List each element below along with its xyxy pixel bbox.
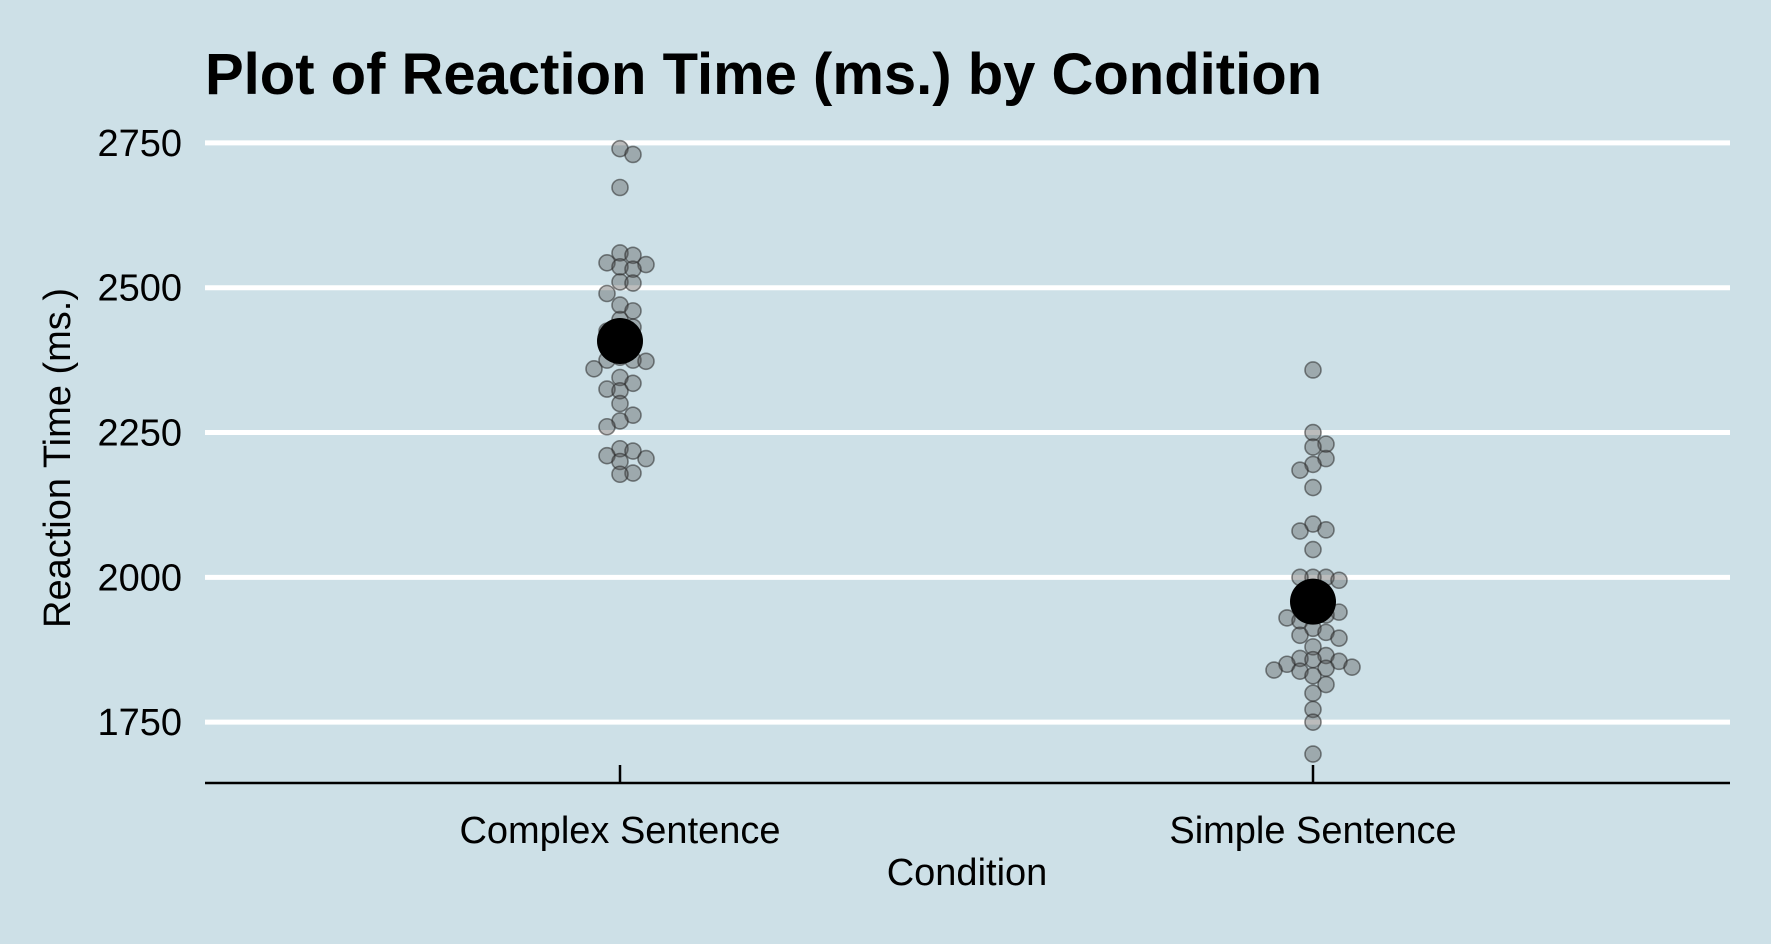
y-tick-label-2250: 2250 [97,413,182,455]
data-point-0-35 [637,449,655,468]
data-point-0-31 [598,417,616,436]
x-axis-ticks: Complex Sentence Simple Sentence [459,765,1457,852]
data-point-0-28 [611,394,629,413]
data-point-0-33 [624,442,642,460]
data-point-1-42 [1304,713,1322,731]
mean-point-0 [597,318,643,365]
data-point-0-22 [637,352,655,371]
mean-point-1 [1290,578,1336,625]
condition-means [597,318,1336,625]
data-point-1-39 [1317,675,1335,694]
data-point-0-37 [624,464,642,482]
data-point-0-2 [611,178,629,197]
data-point-1-41 [1304,700,1322,719]
data-point-0-3 [611,244,629,262]
raw-data-points [585,139,1361,763]
x-axis-label: Condition [887,852,1048,894]
data-point-0-27 [611,382,629,400]
data-point-0-1 [624,145,642,164]
data-point-0-23 [585,360,603,378]
data-point-1-10 [1291,522,1309,540]
data-point-1-37 [1291,662,1309,680]
data-point-0-7 [611,258,629,276]
data-point-0-25 [624,374,642,393]
data-point-0-6 [637,255,655,274]
y-tick-label-2750: 2750 [97,123,182,165]
x-tick-label-1: Simple Sentence [1169,810,1456,852]
data-point-1-9 [1317,521,1335,539]
data-point-1-11 [1304,540,1322,559]
data-point-1-22 [1278,609,1296,627]
data-point-1-28 [1304,638,1322,656]
data-point-0-36 [611,452,629,471]
data-point-1-6 [1291,461,1309,479]
data-point-0-10 [624,274,642,292]
data-point-1-34 [1343,658,1361,676]
y-axis-ticks: 1750 2000 2250 2500 2750 [97,123,182,744]
data-point-0-4 [624,246,642,265]
data-point-1-2 [1317,435,1335,453]
data-point-1-3 [1304,438,1322,456]
data-point-0-8 [624,260,642,278]
data-point-1-7 [1304,478,1322,497]
data-point-1-36 [1265,661,1283,679]
data-point-0-38 [611,465,629,484]
data-point-1-15 [1330,571,1348,590]
data-point-1-26 [1291,626,1309,645]
data-point-1-27 [1330,629,1348,647]
data-point-1-40 [1304,684,1322,703]
data-point-0-9 [611,273,629,291]
y-axis-label: Reaction Time (ms.) [37,288,79,628]
y-tick-label-2500: 2500 [97,268,182,310]
data-point-1-38 [1304,667,1322,685]
data-point-0-26 [598,380,616,398]
gridlines [205,140,1730,725]
data-point-0-11 [598,284,616,303]
data-point-0-5 [598,254,616,272]
data-point-1-43 [1304,745,1322,763]
data-point-1-1 [1304,423,1322,442]
y-tick-label-2000: 2000 [97,557,182,599]
chart-title: Plot of Reaction Time (ms.) by Condition [205,42,1322,107]
data-point-1-0 [1304,361,1322,379]
y-tick-label-1750: 1750 [97,702,182,744]
x-tick-label-0: Complex Sentence [459,810,780,852]
